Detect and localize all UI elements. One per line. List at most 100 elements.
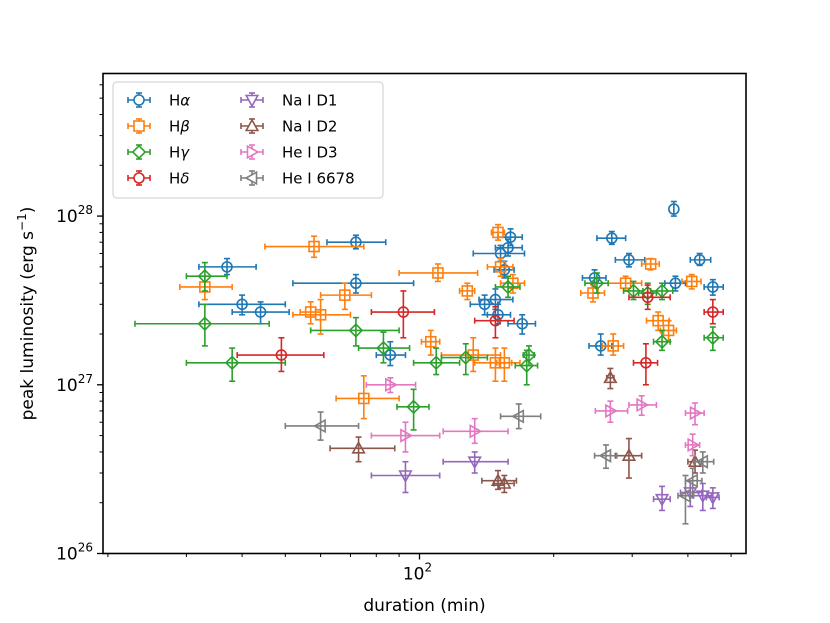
y-tick-label-exp: 26 [78, 541, 93, 555]
point-marker [428, 355, 444, 371]
data-point [652, 485, 671, 512]
point-marker [707, 306, 719, 318]
data-point [652, 329, 671, 352]
data-point [495, 347, 513, 383]
x-error-bar [472, 250, 526, 257]
legend-label-text: Na I D2 [282, 118, 337, 136]
data-point [614, 437, 643, 479]
data-point [490, 223, 506, 241]
data-point [614, 252, 646, 268]
x-error-bar [292, 280, 415, 287]
point-marker [677, 488, 691, 503]
point-marker [504, 231, 517, 243]
data-point [396, 388, 430, 431]
legend-label-text: He I 6678 [282, 170, 355, 188]
data-point [473, 305, 515, 339]
data-point [603, 367, 618, 390]
legend-label: Hα [169, 92, 190, 110]
point-marker [397, 306, 410, 318]
point-marker [519, 358, 535, 373]
legend-label: Na I D2 [282, 118, 337, 136]
y-tick-label-exp: 28 [78, 203, 93, 217]
point-marker [619, 277, 632, 290]
y-error-bar [387, 340, 394, 367]
data-point [458, 282, 476, 301]
point-marker [224, 355, 240, 371]
x-tick-label-exp: 2 [425, 561, 433, 575]
x-tick-label: 102 [403, 561, 432, 585]
y-error-bar [433, 347, 440, 376]
point-marker [494, 261, 507, 273]
point-marker [685, 473, 698, 488]
point-marker [254, 306, 267, 318]
data-point [329, 436, 396, 463]
y-error-bar [307, 301, 314, 325]
point-marker [458, 350, 474, 365]
y-error-bar [462, 342, 469, 376]
x-tick-label-base: 10 [403, 565, 425, 585]
y-error-bar [427, 329, 434, 356]
y-error-bar [229, 347, 236, 383]
legend-label-text: Na I D1 [282, 92, 337, 110]
legend-label: Hγ [169, 144, 190, 162]
point-marker [669, 277, 682, 290]
data-point [593, 444, 618, 470]
point-marker [424, 335, 437, 348]
y-error-bar [644, 284, 651, 311]
series-he-i-6678 [284, 403, 715, 525]
y-tick-label-base: 10 [56, 207, 78, 227]
legend-label: He I 6678 [282, 170, 355, 188]
data-point [703, 278, 724, 296]
data-point [499, 403, 542, 430]
x-error-bar [440, 354, 489, 361]
point-marker [312, 418, 326, 434]
data-point [236, 336, 325, 373]
x-error-bar [614, 256, 646, 263]
data-point [185, 261, 228, 292]
point-marker [400, 428, 414, 443]
point-marker [385, 377, 398, 392]
x-error-bar [335, 395, 400, 402]
x-error-bar [628, 294, 671, 301]
data-point [703, 326, 724, 352]
point-marker [607, 340, 620, 352]
y-error-bar [278, 336, 285, 373]
point-marker [511, 409, 525, 424]
data-point [309, 316, 400, 347]
legend-label: Hβ [169, 118, 190, 136]
y-error-bar [638, 395, 645, 417]
point-marker [197, 316, 213, 332]
y-error-bar [402, 421, 409, 453]
data-point [640, 257, 661, 271]
legend-marker [244, 118, 260, 132]
point-marker [236, 298, 248, 311]
point-marker [384, 349, 397, 361]
series-na-i-d2 [329, 367, 703, 494]
point-marker [497, 475, 512, 489]
data-point [632, 342, 659, 386]
plot-frame [102, 72, 747, 555]
point-marker [490, 473, 506, 487]
x-error-bar [185, 273, 228, 280]
legend-label: Hδ [169, 170, 189, 188]
x-error-bar [185, 359, 287, 366]
data-point [684, 467, 703, 494]
legend-marker [133, 172, 145, 184]
point-marker [339, 289, 351, 301]
y-error-bar [311, 235, 318, 259]
point-marker [314, 308, 327, 321]
data-point [703, 298, 724, 325]
point-marker [489, 314, 502, 327]
series-he-i-d3 [365, 377, 705, 457]
legend-item: Hδ [127, 170, 189, 188]
y-error-bar [400, 290, 407, 339]
x-error-bar [442, 428, 509, 435]
data-point [292, 273, 415, 294]
data-point [494, 275, 521, 299]
y-error-bar [402, 460, 409, 494]
point-marker [469, 424, 483, 439]
y-error-bar [317, 298, 324, 335]
data-point [370, 421, 441, 453]
data-point [594, 400, 629, 424]
